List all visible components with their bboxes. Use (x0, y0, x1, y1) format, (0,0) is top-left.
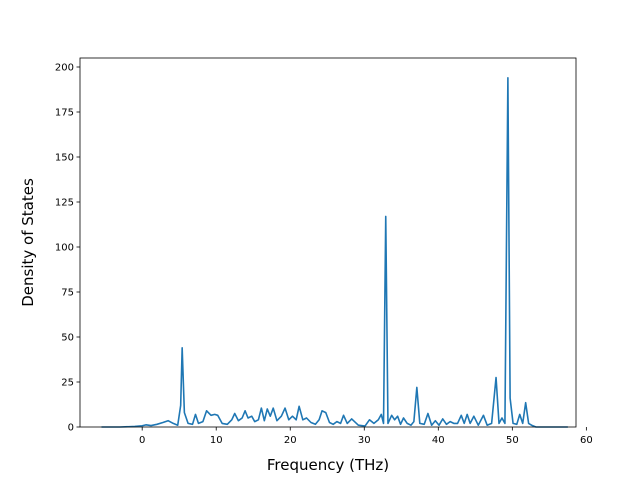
x-tick-label: 60 (580, 435, 593, 446)
x-tick-label: 20 (284, 435, 297, 446)
x-tick-label: 0 (139, 435, 145, 446)
y-axis-label: Density of States (19, 178, 37, 307)
y-axis-ticks: 0 25 50 75 100 125 150 175 200 (55, 63, 80, 434)
y-tick-label: 75 (61, 288, 74, 299)
y-tick-label: 125 (55, 198, 74, 209)
x-axis-label: Frequency (THz) (267, 456, 389, 474)
x-tick-label: 30 (358, 435, 371, 446)
y-tick-label: 100 (55, 243, 74, 254)
y-tick-label: 25 (61, 378, 74, 389)
axes-frame (79, 57, 577, 428)
plot-area (101, 77, 568, 428)
y-tick-label: 0 (68, 423, 74, 434)
x-tick-label: 40 (432, 435, 445, 446)
dos-series-line (101, 77, 568, 428)
y-tick-label: 50 (61, 333, 74, 344)
y-tick-label: 200 (55, 63, 74, 74)
x-axis-ticks: 0 10 20 30 40 50 60 (139, 427, 593, 446)
x-tick-label: 10 (210, 435, 223, 446)
y-tick-label: 175 (55, 108, 74, 119)
y-tick-label: 150 (55, 153, 74, 164)
x-tick-label: 50 (506, 435, 519, 446)
